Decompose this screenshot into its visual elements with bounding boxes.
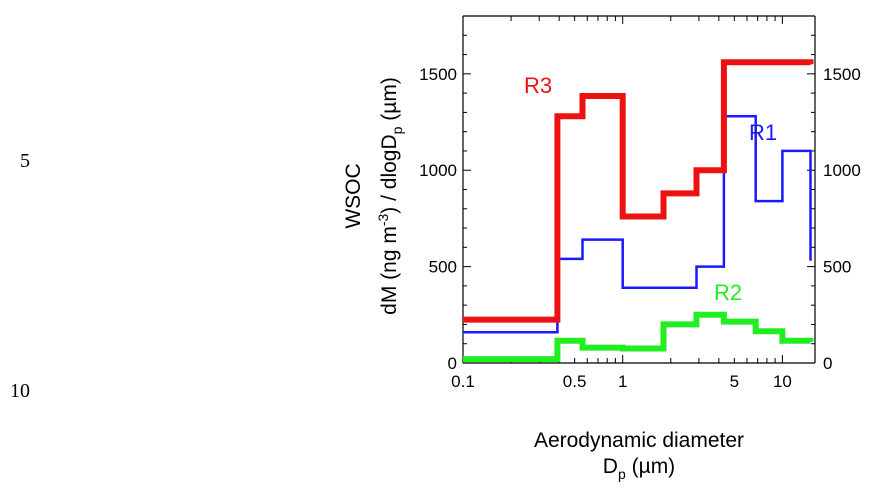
x-tick-label: 5 (730, 372, 739, 391)
y-tick-label-left: 500 (429, 258, 457, 277)
series-label-r2: R2 (714, 280, 742, 305)
series-label-r1: R1 (749, 120, 777, 145)
y-axis-title-line2: dM (ng m-3) / dlogDp (µm) (375, 77, 405, 315)
x-tick-label: 0.5 (563, 372, 587, 391)
y-tick-label-right: 500 (823, 258, 851, 277)
y-tick-label-right: 1500 (823, 65, 861, 84)
y-tick-label-left: 0 (448, 354, 457, 373)
x-tick-label: 0.1 (451, 372, 475, 391)
series-line-r2 (463, 311, 814, 363)
series-layer (463, 59, 814, 363)
line-number-10: 10 (10, 380, 30, 402)
y-axis-title-line1: WSOC (342, 163, 365, 228)
series-line-r1 (463, 114, 812, 334)
x-tick-label: 10 (773, 372, 792, 391)
y-tick-label-left: 1500 (419, 65, 457, 84)
series-label-r3: R3 (524, 73, 552, 98)
x-axis-title-line2: Dp (µm) (603, 455, 675, 482)
y-tick-label-left: 1000 (419, 161, 457, 180)
line-number-5: 5 (20, 150, 30, 172)
axes (462, 15, 816, 364)
y-tick-label-right: 1000 (823, 161, 861, 180)
x-axis-title-line1: Aerodynamic diameter (534, 429, 744, 452)
series-line-r3 (463, 59, 814, 323)
y-tick-label-right: 0 (823, 354, 832, 373)
x-tick-label: 1 (618, 372, 627, 391)
